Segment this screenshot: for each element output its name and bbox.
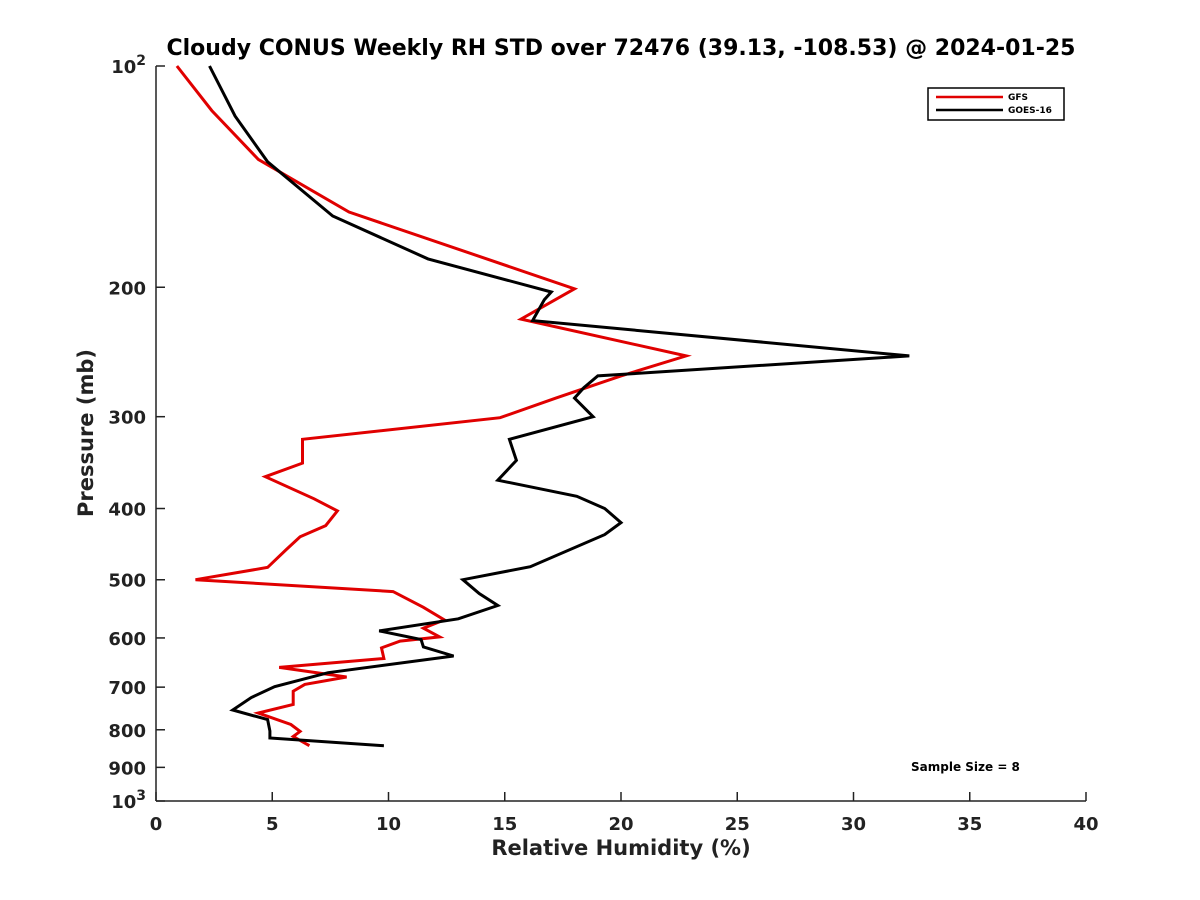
sample-size-annotation: Sample Size = 8 — [911, 760, 1020, 774]
x-tick-label: 0 — [150, 814, 163, 835]
x-tick-label: 5 — [266, 814, 279, 835]
y-tick-label: 800 — [108, 721, 146, 742]
x-tick-label: 35 — [957, 814, 982, 835]
legend-label-gfs: GFS — [1008, 93, 1028, 103]
legend: GFS GOES-16 — [927, 87, 1065, 121]
chart-title: Cloudy CONUS Weekly RH STD over 72476 (3… — [167, 36, 1076, 61]
x-tick-label: 10 — [376, 814, 401, 835]
series-line-goes-16 — [208, 65, 910, 748]
y-tick-label: 102 — [111, 53, 146, 78]
x-axis-ticks: 0 5 10 15 20 25 30 35 40 — [150, 792, 1099, 835]
y-tick-label: 900 — [108, 758, 146, 779]
y-tick-label: 300 — [108, 408, 146, 429]
x-tick-label: 15 — [492, 814, 517, 835]
x-tick-label: 30 — [841, 814, 866, 835]
x-tick-label: 20 — [608, 814, 633, 835]
y-tick-label: 400 — [108, 500, 146, 521]
x-axis-title: Relative Humidity (%) — [491, 836, 750, 860]
y-tick-label: 200 — [108, 278, 146, 299]
legend-label-goes-16: GOES-16 — [1008, 106, 1052, 116]
legend-box — [927, 87, 1065, 121]
y-axis-title: Pressure (mb) — [74, 349, 98, 517]
y-tick-label: 500 — [108, 571, 146, 592]
x-tick-label: 25 — [725, 814, 750, 835]
series-line-gfs — [175, 65, 692, 748]
y-tick-label: 700 — [108, 678, 146, 699]
y-tick-label: 600 — [108, 629, 146, 650]
x-tick-label: 40 — [1073, 814, 1098, 835]
series-layer — [175, 65, 910, 748]
